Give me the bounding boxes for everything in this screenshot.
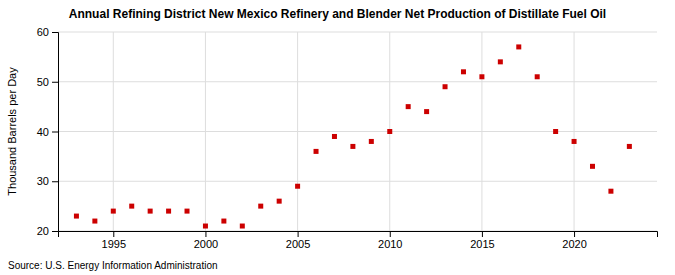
- point: [111, 209, 116, 214]
- point: [185, 209, 190, 214]
- y-axis-tick-mark: [52, 82, 58, 83]
- point: [166, 209, 171, 214]
- x-axis-tick-label: 2005: [286, 238, 310, 250]
- x-axis-tick-label: 2015: [470, 238, 494, 250]
- y-axis-tick-mark: [52, 181, 58, 182]
- point: [479, 74, 484, 79]
- x-axis-tick-mark: [205, 231, 206, 237]
- annotation: Source: U.S. Energy Information Administ…: [8, 260, 218, 271]
- grid-line-y: [58, 131, 657, 132]
- point: [590, 164, 595, 169]
- grid-line-x: [297, 32, 298, 231]
- point: [258, 204, 263, 209]
- y-axis-tick-label: 40: [37, 126, 49, 138]
- point: [92, 219, 97, 224]
- y-axis: 20 30 40 50 60: [37, 26, 59, 237]
- y-axis-tick: 60: [37, 26, 58, 38]
- y-axis-tick-mark: [52, 32, 58, 33]
- x-axis-tick: 2005: [286, 231, 310, 250]
- grid-line-x: [574, 32, 575, 231]
- point: [443, 84, 448, 89]
- point: [387, 129, 392, 134]
- grid: [58, 32, 657, 231]
- point: [535, 74, 540, 79]
- point: [129, 204, 134, 209]
- grid-line-x: [481, 32, 482, 231]
- point: [148, 209, 153, 214]
- x-axis-tick-mark: [390, 231, 391, 237]
- y-axis-line: [52, 33, 59, 232]
- grid-line-y: [58, 32, 657, 33]
- y-axis-tick-label: 20: [37, 225, 49, 237]
- point: [498, 59, 503, 64]
- x-axis-tick: 2000: [194, 231, 218, 250]
- y-axis-tick-mark: [52, 132, 58, 133]
- x-axis-line: [59, 232, 658, 238]
- point: [627, 144, 632, 149]
- point: [424, 109, 429, 114]
- grid-line-y: [58, 181, 657, 182]
- point: [406, 104, 411, 109]
- x-axis-tick: 1995: [102, 231, 126, 250]
- point: [277, 199, 282, 204]
- grid-line-x: [113, 32, 114, 231]
- x-axis-tick-mark: [113, 231, 114, 237]
- x-axis-tick-mark: [574, 231, 575, 237]
- title: Annual Refining District New Mexico Refi…: [69, 7, 606, 21]
- x-axis-tick-mark: [298, 231, 299, 237]
- y-axis-tick-label: 50: [37, 76, 49, 88]
- point: [553, 129, 558, 134]
- points: [74, 44, 632, 228]
- point: [461, 69, 466, 74]
- point: [516, 44, 521, 49]
- point: [295, 184, 300, 189]
- x-axis-tick-label: 2010: [378, 238, 402, 250]
- point: [74, 214, 79, 219]
- point: [608, 189, 613, 194]
- plot-area: 1995200020052010201520202030405060Thousa…: [6, 26, 658, 250]
- point: [350, 144, 355, 149]
- x-axis-tick-label: 1995: [102, 238, 126, 250]
- y-axis-tick: 40: [37, 126, 58, 138]
- chart: 1995200020052010201520202030405060Thousa…: [0, 0, 675, 275]
- point: [221, 219, 226, 224]
- y-axis-tick-label: 60: [37, 26, 49, 38]
- y-axis-tick-mark: [52, 231, 58, 232]
- x-axis-tick-mark: [482, 231, 483, 237]
- x-axis-tick: 2020: [562, 231, 586, 250]
- grid-line-x: [205, 32, 206, 231]
- point: [240, 224, 245, 229]
- point: [314, 149, 319, 154]
- y-axis-tick: 30: [37, 175, 58, 187]
- point: [203, 224, 208, 229]
- x-axis-tick-label: 2000: [194, 238, 218, 250]
- x-axis-tick: 2015: [470, 231, 494, 250]
- y-axis-tick: 20: [37, 225, 58, 237]
- x-axis-tick: 2010: [378, 231, 402, 250]
- x-axis-tick-label: 2020: [562, 238, 586, 250]
- point: [332, 134, 337, 139]
- y-axis-tick: 50: [37, 76, 58, 88]
- point: [572, 139, 577, 144]
- y-axis-tick-label: 30: [37, 175, 49, 187]
- grid-line-y: [58, 81, 657, 82]
- point: [369, 139, 374, 144]
- y-axis-title: Thousand Barrels per Day: [6, 67, 18, 196]
- x-axis: 1995 2000 2005 2010 2015 2020: [59, 231, 658, 250]
